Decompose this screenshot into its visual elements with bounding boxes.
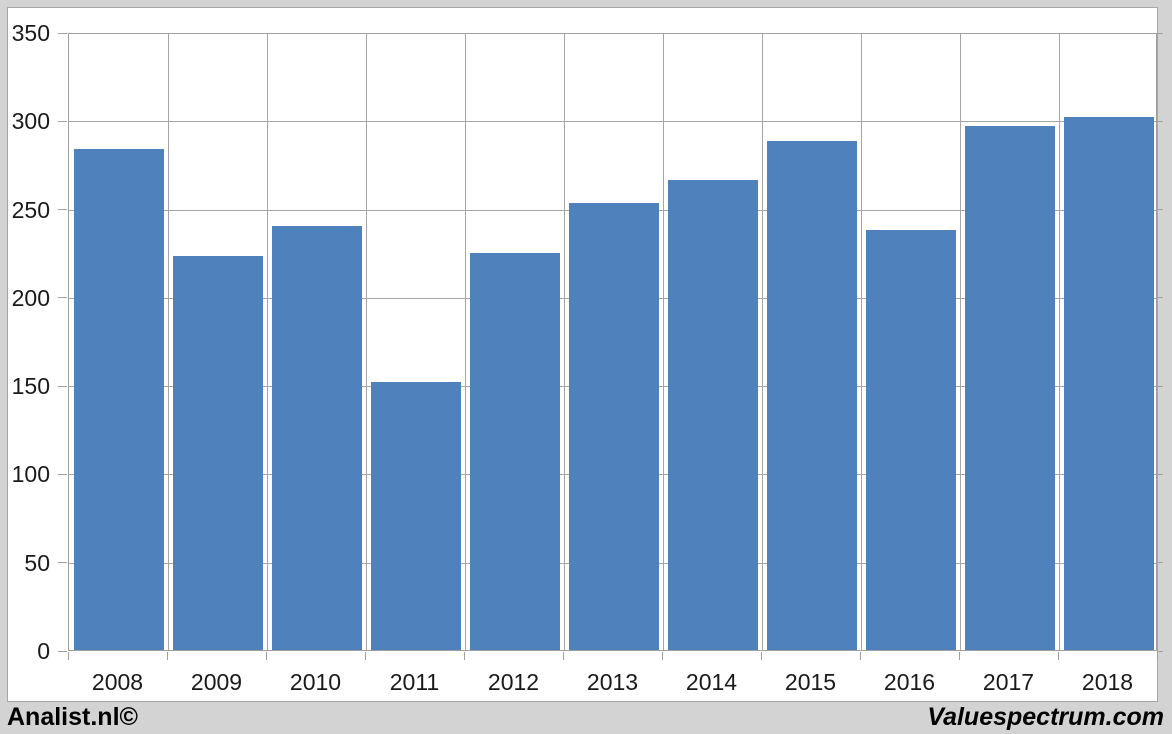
analist-watermark: Analist.nl© [7, 702, 138, 731]
bar-2016 [865, 229, 956, 650]
x-axis-tick [859, 652, 861, 660]
y-axis-tick-right [1157, 385, 1163, 387]
bar-2010 [271, 226, 362, 650]
y-axis-tick [58, 32, 67, 34]
y-axis-tick [58, 650, 67, 652]
x-axis-label: 2011 [389, 669, 440, 695]
x-axis-label: 2018 [1081, 669, 1134, 695]
x-axis-tick [67, 652, 69, 660]
y-axis-tick-right [1157, 473, 1163, 475]
bar-2009 [172, 256, 263, 650]
x-axis-tick [562, 652, 564, 660]
footer-strip: Analist.nl© Valuespectrum.com [0, 702, 1172, 734]
y-axis-tick [58, 297, 67, 299]
x-axis-tick [265, 652, 267, 660]
x-axis-tick [364, 652, 366, 660]
bar-2017 [964, 125, 1055, 650]
y-axis-tick-right [1157, 120, 1163, 122]
x-axis-tick [1156, 652, 1158, 660]
gridline-vertical [464, 34, 466, 650]
y-axis-tick [58, 562, 67, 564]
y-axis-tick [58, 473, 67, 475]
x-axis-label: 2017 [982, 669, 1035, 695]
y-axis-label: 100 [11, 461, 50, 488]
y-axis-label: 0 [37, 638, 50, 664]
x-axis-label: 2013 [586, 669, 639, 695]
x-axis-label: 2009 [190, 669, 243, 695]
x-axis-tick [1057, 652, 1059, 660]
y-axis-tick-right [1157, 209, 1163, 211]
valuespectrum-watermark: Valuespectrum.com [927, 702, 1164, 731]
y-axis-label: 150 [11, 373, 50, 400]
y-axis-label: 300 [11, 108, 50, 135]
x-axis-label: 2010 [289, 669, 342, 695]
gridline-vertical [860, 34, 862, 650]
y-axis-tick [58, 385, 67, 387]
x-axis-label: 2016 [883, 669, 936, 695]
gridline-vertical [266, 34, 268, 650]
gridline-vertical [1058, 34, 1060, 650]
y-axis-label: 250 [11, 196, 50, 223]
bar-2008 [73, 148, 164, 650]
bar-2013 [568, 203, 659, 650]
x-axis-tick [760, 652, 762, 660]
y-axis-tick-right [1157, 297, 1163, 299]
gridline-vertical [167, 34, 169, 650]
plot-area [68, 33, 1157, 651]
gridline-vertical [662, 34, 664, 650]
gridline-vertical [365, 34, 367, 650]
x-axis-label: 2015 [784, 669, 837, 695]
y-axis-label: 350 [11, 20, 50, 46]
bar-2014 [667, 180, 758, 650]
y-axis-tick [58, 209, 67, 211]
bar-2015 [766, 141, 857, 650]
gridline-vertical [563, 34, 565, 650]
y-axis-tick [58, 120, 67, 122]
x-axis-label: 2014 [685, 669, 738, 695]
gridline-vertical [761, 34, 763, 650]
y-axis-tick-right [1157, 562, 1163, 564]
x-axis-label: 2012 [487, 669, 540, 695]
x-axis-tick [166, 652, 168, 660]
x-axis-tick [661, 652, 663, 660]
y-axis-label: 50 [24, 549, 50, 576]
bar-2012 [469, 252, 560, 650]
x-axis-label: 2008 [91, 669, 144, 695]
bar-2018 [1063, 116, 1154, 650]
gridline-vertical [959, 34, 961, 650]
gridline-horizontal [69, 121, 1156, 123]
y-axis-tick-right [1157, 32, 1163, 34]
y-axis-label: 200 [11, 284, 50, 311]
x-axis-tick [463, 652, 465, 660]
y-axis-tick-right [1157, 650, 1163, 652]
x-axis-tick [958, 652, 960, 660]
bar-2011 [370, 381, 461, 650]
